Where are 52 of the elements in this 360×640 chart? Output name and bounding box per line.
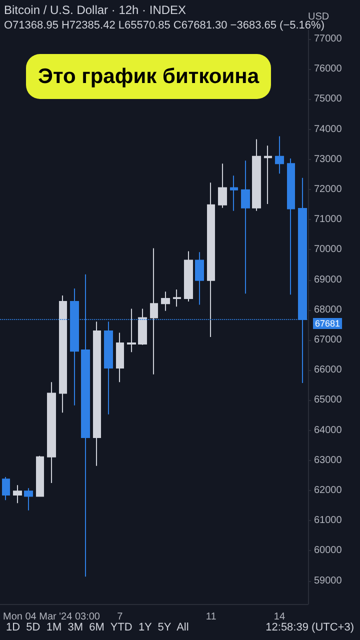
candlestick	[36, 455, 44, 497]
candlestick	[93, 321, 101, 466]
candlestick	[59, 294, 67, 414]
candlestick	[287, 158, 295, 296]
y-tick-label: 71000	[314, 214, 342, 226]
x-tick-label: Mon 04 Mar '24 03:00	[2, 612, 100, 622]
candlestick	[161, 291, 170, 312]
y-tick-label: 66000	[314, 364, 342, 376]
chart-subtitle: Bitcoin / U.S. Dollar · 12h · INDEX	[4, 3, 186, 17]
y-tick-label: 74000	[314, 124, 342, 135]
annotation: O71368.95 H72385.42 L65570.85 C67681.30 −3683.65 (−5.16%)	[4, 20, 324, 32]
candlestick	[275, 136, 284, 174]
text: 12:58:39 (UTC+3)	[266, 622, 354, 634]
x-tick-label: 14	[274, 612, 286, 622]
ref-line-label: 67681	[315, 318, 340, 329]
y-tick-label: 62000	[314, 485, 342, 496]
y-tick-label: 59000	[314, 575, 342, 586]
text: Это график биткоина	[38, 65, 260, 88]
y-tick-label: 68000	[314, 304, 342, 316]
candlestick	[230, 175, 238, 212]
y-tick-label: 76000	[314, 64, 342, 75]
candlestick	[218, 163, 227, 208]
candlestick	[207, 182, 215, 338]
x-tick-label: 7	[117, 612, 124, 622]
candlestick	[150, 248, 158, 375]
candlestick	[127, 308, 136, 353]
candlestick	[252, 138, 261, 212]
candlestick	[241, 160, 250, 294]
y-tick-label: 65000	[314, 394, 342, 406]
y-tick-label: 73000	[314, 154, 342, 165]
y-tick-label: 70000	[314, 244, 342, 256]
candlestick	[13, 484, 22, 504]
candlestick	[264, 145, 272, 204]
x-tick-label: 11	[206, 612, 217, 622]
candlestick	[2, 476, 10, 501]
y-tick-label: 61000	[314, 515, 342, 526]
candlestick	[116, 332, 124, 383]
y-tick-label: 72000	[314, 184, 342, 196]
candlestick	[24, 488, 33, 511]
candlestick	[184, 250, 193, 302]
candlestick	[138, 308, 147, 346]
y-tick-label: 63000	[314, 454, 342, 466]
y-tick-label: 60000	[314, 545, 342, 556]
candlestick	[195, 252, 204, 306]
y-tick-label: 75000	[314, 94, 342, 105]
y-tick-label: 67000	[314, 334, 342, 346]
candlestick	[47, 382, 56, 484]
y-tick-label: 69000	[314, 274, 342, 286]
y-tick-label: 64000	[314, 424, 342, 436]
text: 1D 5D 1M 3M 6M YTD 1Y 5Y All	[6, 622, 189, 634]
candlestick	[173, 288, 181, 308]
y-tick-label: 77000	[314, 34, 342, 45]
